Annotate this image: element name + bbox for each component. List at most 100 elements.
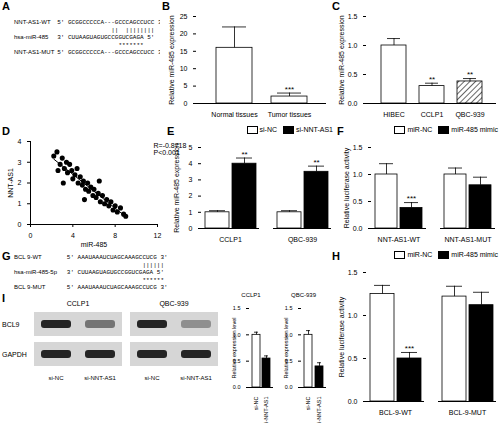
svg-text:***: *** [405,344,414,353]
svg-text:NNT-AS1-MUT: NNT-AS1-MUT [444,236,492,243]
svg-text:NNT-AS1-MUT: NNT-AS1-MUT [14,49,55,55]
svg-text:R=-0.8718P<0.001: R=-0.8718P<0.001 [154,142,187,156]
svg-text:CCLP1: CCLP1 [421,111,444,118]
svg-text:8: 8 [113,232,117,239]
html-text:E: E [167,125,175,137]
svg-text:2: 2 [189,192,193,199]
svg-text:1.0: 1.0 [348,42,358,49]
svg-text:1.5: 1.5 [233,305,241,311]
svg-text:si-NC: si-NC [305,396,311,410]
svg-text:10: 10 [180,65,188,72]
svg-text:5: 5 [184,82,188,89]
svg-text:Relative luciferase activity: Relative luciferase activity [343,147,351,228]
svg-text:4: 4 [18,138,22,145]
svg-text:BCL 9-MUT: BCL 9-MUT [14,284,46,290]
html-text:A: A [2,0,10,12]
svg-text:Normal tissues: Normal tissues [211,111,258,118]
svg-text:hsa-miR-485: hsa-miR-485 [14,34,49,40]
svg-text:0.5: 0.5 [348,355,358,362]
svg-text:3' CUUAAGUAGUGCCGGUCGAGA 5': 3' CUUAAGUAGUGCCGGUCGAGA 5' [67,269,164,276]
svg-text:4: 4 [189,160,193,167]
svg-text:1.5: 1.5 [285,305,293,311]
svg-text:1.5: 1.5 [353,144,363,151]
svg-text:0.0: 0.0 [285,384,293,390]
svg-text:**: ** [467,70,473,79]
svg-text:0.0: 0.0 [348,398,358,405]
svg-text:si-NNT-AS1: si-NNT-AS1 [84,375,116,381]
svg-text:1.5: 1.5 [348,13,358,20]
svg-text:Relative miR-485 expression: Relative miR-485 expression [168,15,176,105]
svg-text:Relative expression level: Relative expression level [283,318,289,379]
svg-text:5' GCGGCCCCCA---GCCCAGCCUCC 3': 5' GCGGCCCCCA---GCCCAGCCUCC 3' [57,49,160,56]
svg-text:2: 2 [18,179,22,186]
svg-text:QBC-939: QBC-939 [159,300,188,308]
svg-text:si-NC: si-NC [145,375,161,381]
svg-text:12: 12 [154,232,162,239]
svg-text:5: 5 [189,144,193,151]
svg-text:|| ||||||||: || |||||||| [57,27,154,34]
svg-text:QBC-939: QBC-939 [288,236,317,244]
svg-text:si-NC: si-NC [49,375,65,381]
svg-text:BCL-9-WT: BCL-9-WT [379,409,413,416]
svg-text:QBC-939: QBC-939 [455,111,484,119]
svg-text:si-NC: si-NC [253,396,259,410]
svg-text:CCLP1: CCLP1 [67,300,90,307]
svg-text:GAPDH: GAPDH [2,351,27,358]
svg-text:CCLP1: CCLP1 [219,236,242,243]
svg-text:5' AAAUAAAUCUAGCAAAGCCUCG 3': 5' AAAUAAAUCUAGCAAAGCCUCG 3' [67,254,168,261]
svg-text:si-NNT-AS1: si-NNT-AS1 [263,397,269,423]
svg-text:||||||: |||||| [67,262,164,269]
svg-text:0: 0 [18,221,22,228]
svg-text:0: 0 [29,232,33,239]
svg-text:1: 1 [189,209,193,216]
svg-text:si-NNT-AS1: si-NNT-AS1 [316,397,322,423]
svg-text:Relative miR-485 expression: Relative miR-485 expression [338,15,346,105]
svg-text:Relative luciferase activity: Relative luciferase activity [338,296,346,377]
svg-text:*******: ******* [57,42,143,49]
svg-text:***: *** [285,85,294,94]
svg-text:1.0: 1.0 [348,312,358,319]
html-text:G: G [2,250,11,262]
svg-text:3: 3 [189,176,193,183]
html-text:B: B [162,0,170,12]
svg-text:Relative miR-485 expression: Relative miR-485 expression [173,143,181,233]
svg-text:0.0: 0.0 [233,384,241,390]
svg-text:NNT-AS1: NNT-AS1 [7,168,14,198]
svg-text:0.0: 0.0 [348,100,358,107]
svg-text:BCL9: BCL9 [2,321,20,328]
html-text:C: C [332,0,340,12]
svg-text:4: 4 [71,232,75,239]
svg-text:1.5: 1.5 [348,269,358,276]
svg-text:0: 0 [184,100,188,107]
svg-text:******: ****** [67,277,164,284]
svg-text:5' GCGGCCCCCA---GCCCAGCCUCC 3': 5' GCGGCCCCCA---GCCCAGCCUCC 3' [57,19,160,26]
svg-text:**: ** [429,75,435,84]
svg-text:3: 3 [18,158,22,165]
svg-text:**: ** [313,158,319,167]
svg-text:hsa-miR-485-5p: hsa-miR-485-5p [14,269,58,275]
svg-text:0.5: 0.5 [353,198,363,205]
svg-text:20: 20 [180,30,188,37]
svg-text:NNT-AS1-WT: NNT-AS1-WT [378,236,422,243]
svg-text:si-NNT-AS1: si-NNT-AS1 [180,375,212,381]
svg-text:0.5: 0.5 [348,71,358,78]
svg-text:***: *** [407,194,416,203]
svg-text:0: 0 [189,225,193,232]
svg-text:BCL 9-WT: BCL 9-WT [14,254,42,260]
svg-text:NNT-AS1-WT: NNT-AS1-WT [14,19,51,25]
html-text:D: D [2,125,10,137]
svg-text:miR-485: miR-485 [81,241,108,248]
html-text:H: H [332,250,340,262]
svg-text:15: 15 [180,48,188,55]
svg-text:Tumor tissues: Tumor tissues [268,111,312,118]
svg-text:25: 25 [180,13,188,20]
svg-text:0.0: 0.0 [353,225,363,232]
svg-text:Relative expression level: Relative expression level [231,318,237,379]
svg-text:1.0: 1.0 [353,171,363,178]
svg-text:1: 1 [18,200,22,207]
svg-text:BCL-9-MUT: BCL-9-MUT [449,409,487,416]
svg-text:3' CUUAAGUAGUGCCGGUCGAGA 5': 3' CUUAAGUAGUGCCGGUCGAGA 5' [57,34,154,41]
svg-text:HIBEC: HIBEC [383,111,404,118]
svg-text:5' AAAUAAAUCUAGCAAAGCCUCG 3': 5' AAAUAAAUCUAGCAAAGCCUCG 3' [67,284,168,291]
svg-text:**: ** [241,150,247,159]
